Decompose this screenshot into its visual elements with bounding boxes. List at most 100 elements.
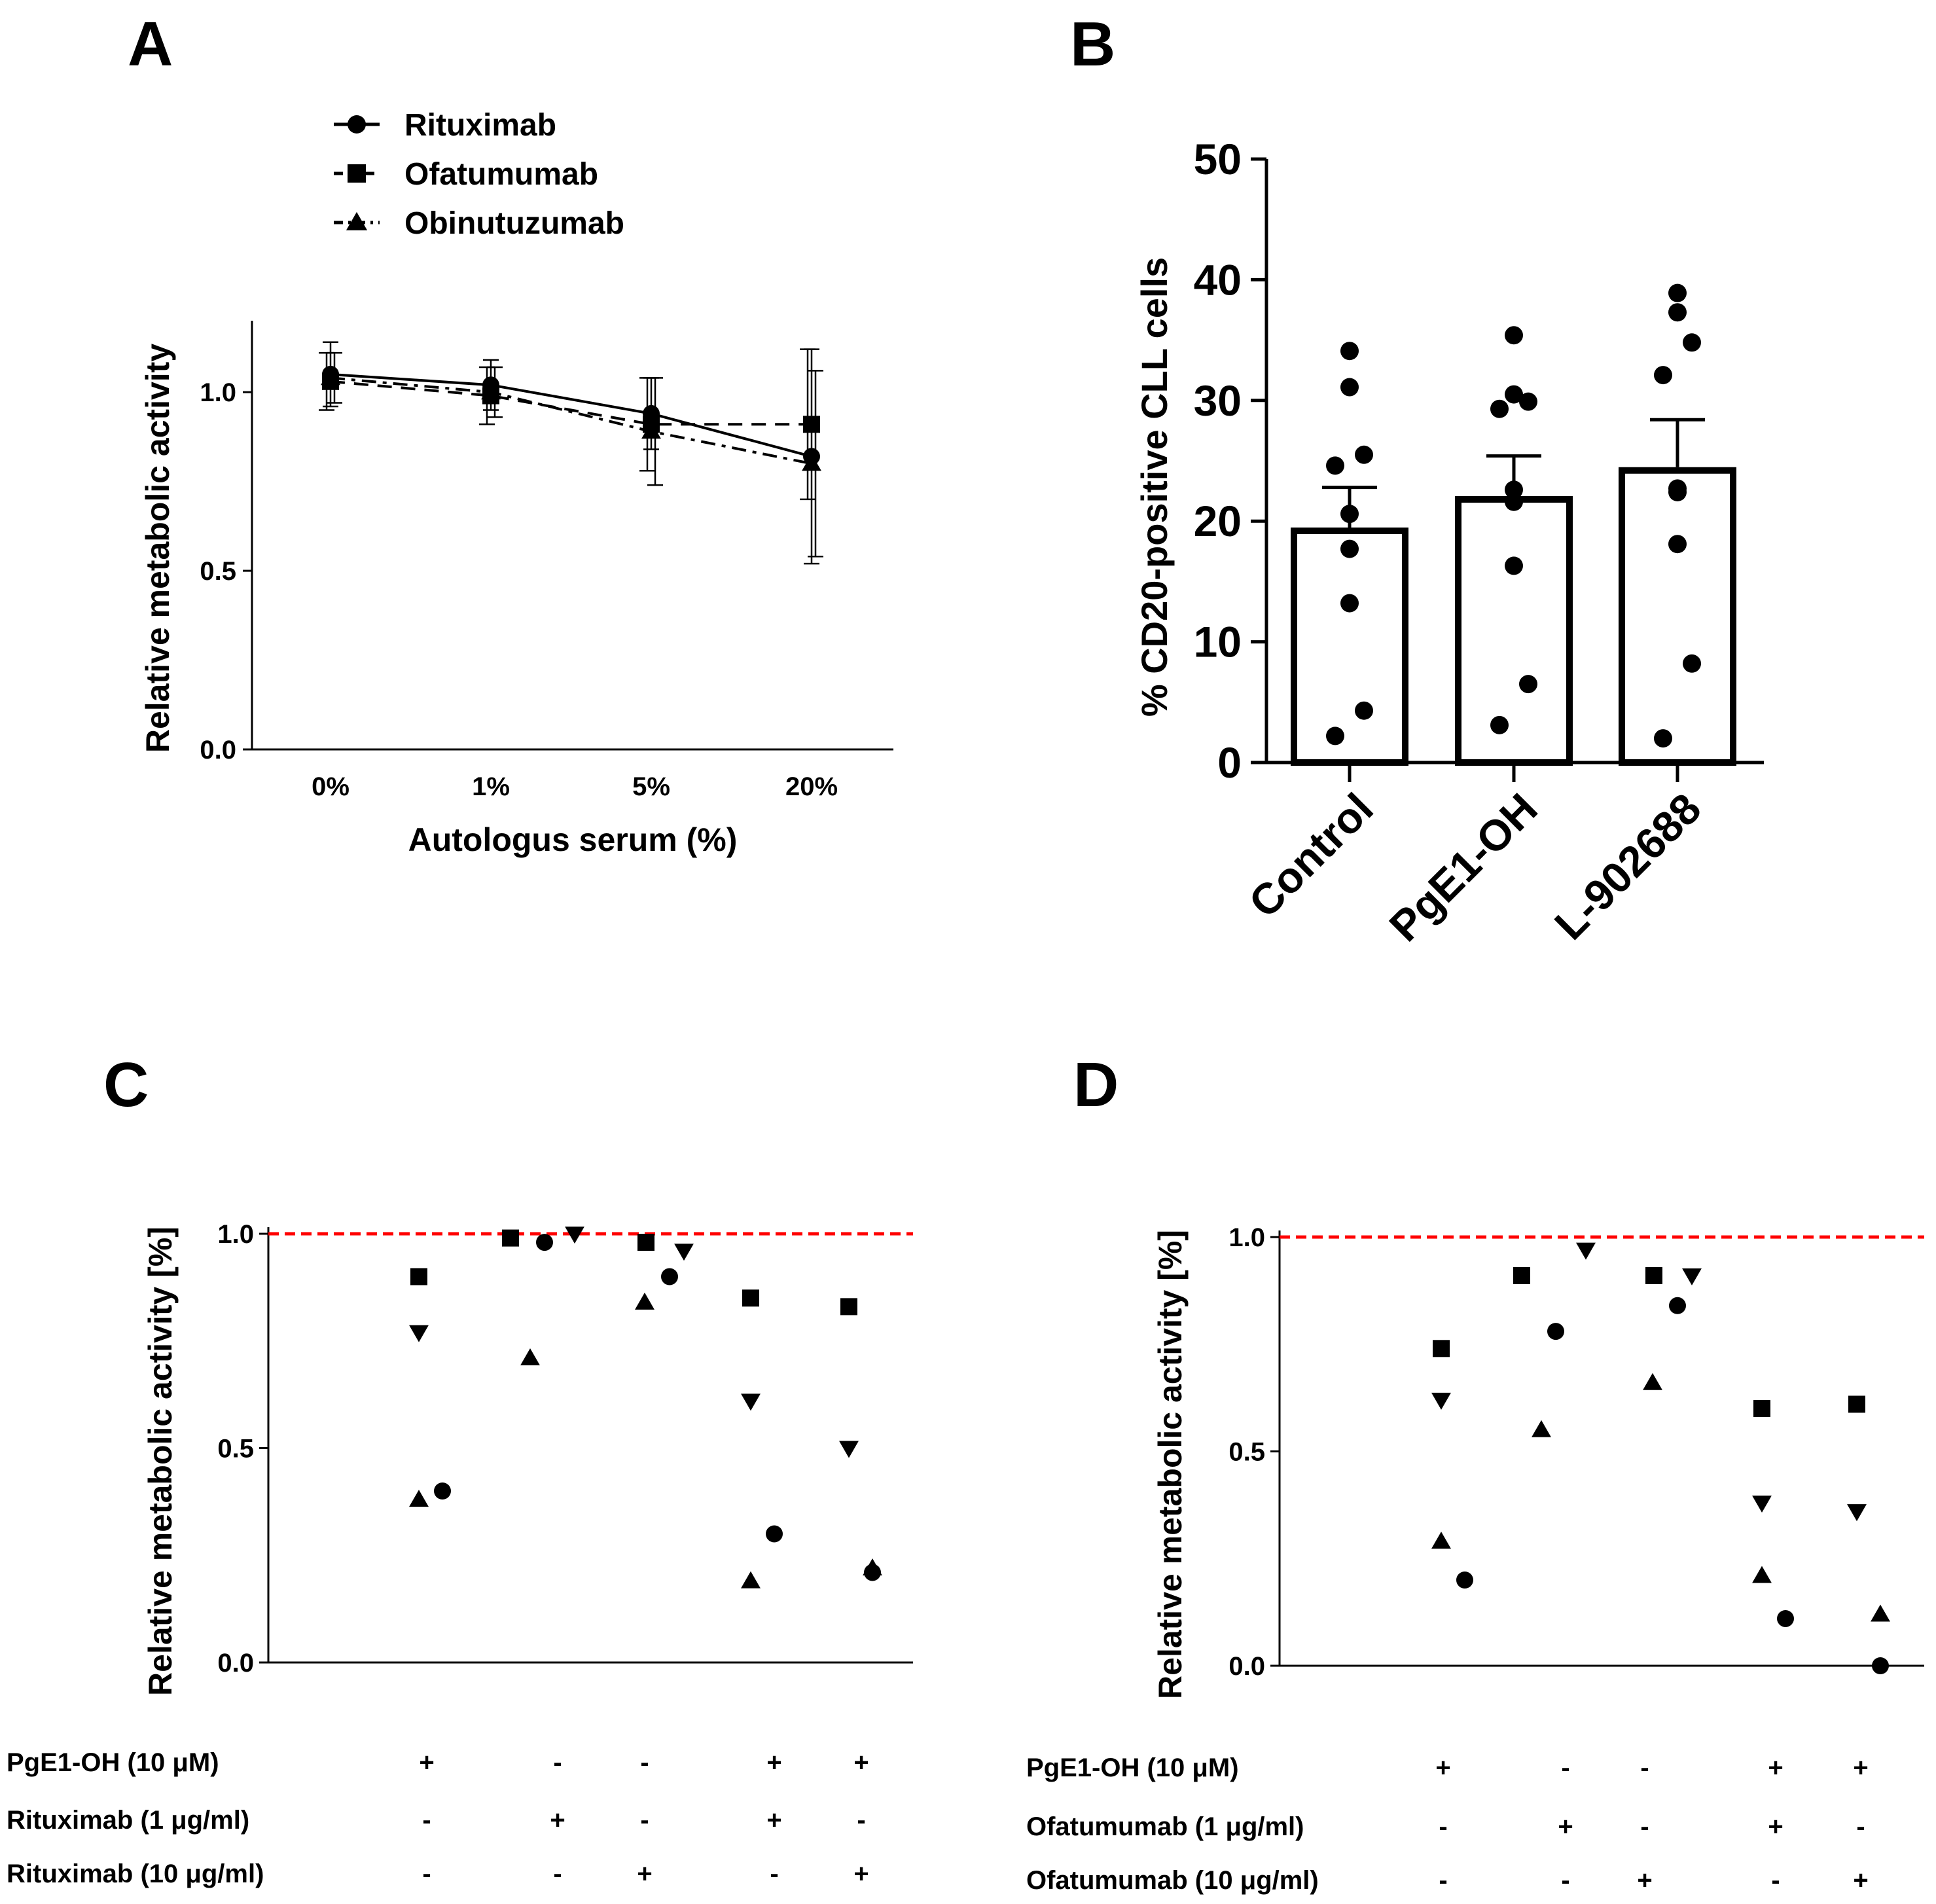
condition-sign: - — [640, 1806, 649, 1835]
condition-label: Rituximab (1 μg/ml) — [7, 1806, 249, 1835]
data-point-triangle-down — [565, 1226, 584, 1244]
y-tick-label: 50 — [1194, 135, 1242, 183]
panel-label-b: B — [1070, 9, 1115, 79]
data-point-circle — [536, 1234, 553, 1251]
condition-sign: + — [1637, 1866, 1652, 1895]
y-axis-title: Relative metabolic activity [%] — [1152, 1230, 1189, 1699]
data-point — [1519, 392, 1537, 411]
bar-l-902688 — [1619, 467, 1736, 766]
y-tick-label: 40 — [1194, 255, 1242, 304]
data-point-circle — [661, 1268, 678, 1285]
y-axis-title: % CD20-positive CLL cells — [1134, 257, 1175, 717]
data-point-triangle-up — [741, 1571, 761, 1589]
data-point-circle — [1777, 1609, 1794, 1627]
legend-marker — [346, 211, 368, 230]
data-point — [1340, 539, 1359, 558]
data-point — [1668, 303, 1687, 322]
data-point-triangle-up — [409, 1490, 429, 1507]
data-point-square — [1513, 1266, 1530, 1284]
y-tick-label: 10 — [1194, 618, 1242, 666]
condition-label: PgE1-OH (10 μM) — [7, 1748, 219, 1777]
legend-label: Ofatumumab — [404, 157, 598, 192]
condition-sign: + — [1768, 1753, 1783, 1782]
condition-sign: - — [422, 1806, 431, 1835]
legend-label: Obinutuzumab — [404, 206, 624, 241]
data-point — [1355, 701, 1373, 720]
data-point-triangle-up — [1871, 1604, 1890, 1622]
condition-label: Rituximab (10 μg/ml) — [7, 1859, 264, 1888]
y-tick-label: 1.0 — [217, 1220, 254, 1249]
chart-b: 0 10 20 30 40 50 % CD20-positive CLL cells Cont… — [1134, 135, 1764, 950]
y-tick-label: 0.5 — [217, 1435, 254, 1464]
data-point-triangle-up — [1752, 1566, 1772, 1583]
data-point — [1340, 505, 1359, 524]
data-point-triangle-up — [635, 1292, 654, 1310]
data-point — [1668, 535, 1687, 554]
data-point-square — [840, 1298, 857, 1316]
y-tick-label: 0.5 — [1228, 1438, 1265, 1467]
x-tick-label: 1% — [472, 772, 510, 801]
data-point-circle — [1669, 1297, 1686, 1314]
series-line-obinutuzumab — [330, 376, 812, 465]
data-point-square — [502, 1229, 519, 1247]
data-point — [1505, 492, 1523, 511]
x-tick-label: Control — [1240, 784, 1382, 927]
condition-sign: - — [1856, 1812, 1865, 1841]
data-point — [1355, 445, 1373, 464]
data-point-triangle-down — [1752, 1496, 1772, 1513]
data-point — [1683, 333, 1701, 352]
data-point — [1654, 366, 1672, 385]
condition-sign: + — [766, 1748, 781, 1777]
data-point — [1505, 556, 1523, 575]
data-point — [1340, 378, 1359, 397]
condition-sign: + — [550, 1806, 565, 1835]
data-point-obinutuzumab — [641, 422, 661, 439]
condition-sign: - — [770, 1859, 778, 1888]
data-point — [1683, 654, 1701, 673]
data-point-square — [1645, 1266, 1662, 1284]
data-point-triangle-up — [1532, 1420, 1551, 1437]
condition-sign: + — [853, 1859, 869, 1888]
x-tick-label: L-902688 — [1545, 784, 1710, 949]
data-point — [1490, 399, 1509, 418]
condition-sign: - — [553, 1748, 562, 1777]
data-point-circle — [864, 1564, 881, 1581]
data-point-triangle-down — [1431, 1392, 1451, 1410]
y-tick-label: 30 — [1194, 376, 1242, 425]
data-point-ofatumumab — [803, 416, 820, 433]
data-point — [1519, 675, 1537, 694]
condition-sign: + — [419, 1748, 434, 1777]
data-point — [1668, 283, 1687, 302]
condition-sign: + — [1558, 1812, 1573, 1841]
data-point-triangle-up — [1643, 1373, 1662, 1390]
y-tick-label: 0.5 — [200, 557, 236, 586]
bar-pge1-oh — [1455, 496, 1573, 766]
data-point-triangle-down — [741, 1393, 761, 1411]
series-line-rituximab — [330, 372, 812, 458]
data-point-square — [742, 1289, 759, 1307]
condition-sign: + — [766, 1806, 781, 1835]
panel-label-d: D — [1073, 1050, 1119, 1120]
condition-sign: - — [1561, 1866, 1569, 1895]
y-tick-label: 0.0 — [217, 1649, 254, 1678]
data-point-circle — [1547, 1323, 1564, 1340]
data-point-circle — [434, 1482, 451, 1500]
condition-sign: + — [637, 1859, 652, 1888]
condition-sign: - — [1640, 1753, 1649, 1782]
data-point-obinutuzumab — [321, 368, 340, 386]
data-point-square — [637, 1234, 654, 1251]
chart-c: 0.0 0.5 1.0 Relative metabolic activity [%]… — [7, 1220, 913, 1888]
data-point — [1326, 727, 1344, 745]
x-tick-label: 5% — [632, 772, 670, 801]
y-tick-label: 1.0 — [200, 378, 236, 407]
data-point-triangle-up — [520, 1348, 540, 1365]
legend-label: Rituximab — [404, 108, 556, 143]
panel-label-c: C — [103, 1050, 149, 1120]
condition-sign: - — [1439, 1812, 1447, 1841]
data-point-square — [410, 1268, 427, 1285]
data-point-triangle-down — [839, 1441, 859, 1458]
condition-sign: - — [640, 1748, 649, 1777]
data-point-square — [1753, 1400, 1770, 1417]
condition-sign: - — [1561, 1753, 1569, 1782]
y-tick-label: 0 — [1217, 738, 1242, 787]
